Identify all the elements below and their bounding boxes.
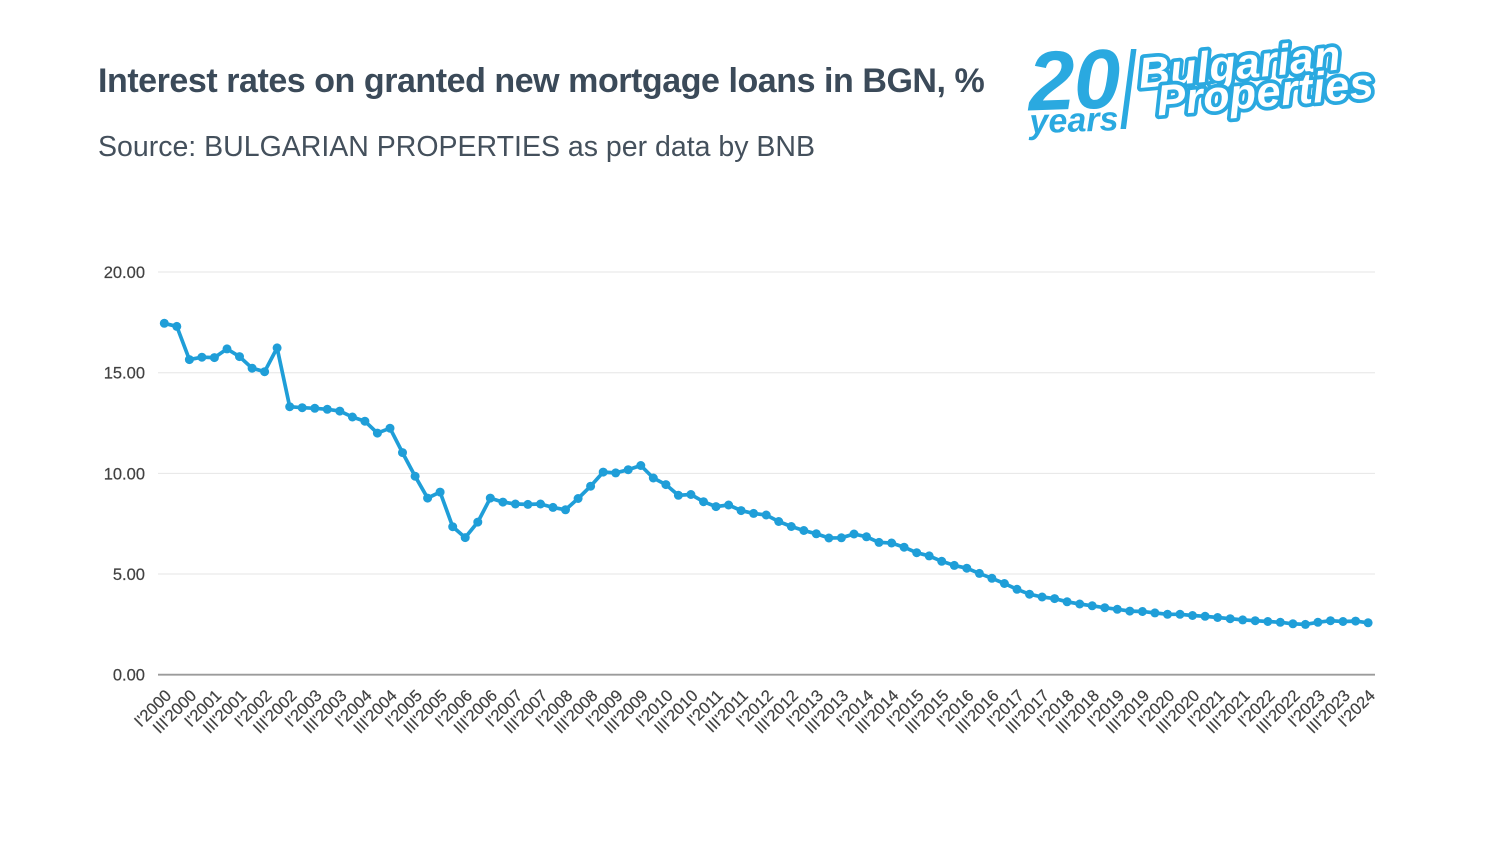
- svg-text:10.00: 10.00: [104, 465, 145, 483]
- svg-text:years: years: [1027, 100, 1119, 141]
- svg-text:20.00: 20.00: [104, 264, 145, 282]
- svg-text:15.00: 15.00: [104, 365, 145, 383]
- svg-text:20: 20: [1024, 35, 1121, 129]
- svg-text:0.00: 0.00: [113, 667, 145, 685]
- svg-text:5.00: 5.00: [113, 566, 145, 584]
